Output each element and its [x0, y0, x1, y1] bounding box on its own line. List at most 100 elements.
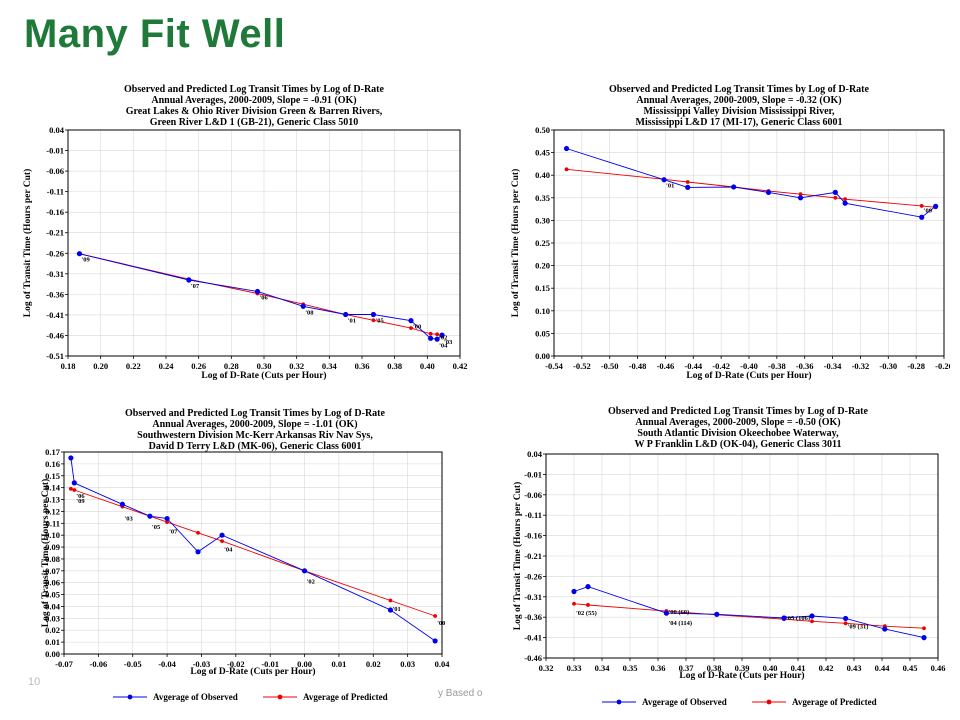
predicted-point	[833, 195, 838, 200]
predicted-point	[843, 197, 848, 202]
y-tick-label: 0.06	[45, 578, 60, 588]
observed-point	[432, 638, 438, 644]
x-tick-label: 0.28	[224, 361, 239, 371]
series-line-predicted	[566, 168, 936, 208]
x-tick-label: 0.40	[763, 663, 778, 673]
x-tick-label: -0.46	[657, 361, 675, 371]
chart-title-line: Observed and Predicted Log Transit Times…	[125, 408, 385, 419]
predicted-point	[586, 603, 590, 607]
legend-swatch-dot	[127, 694, 133, 700]
point-label: '02 (55)	[576, 610, 597, 617]
observed-point	[843, 615, 849, 622]
y-tick-label: -0.01	[46, 146, 64, 156]
slide-title: Many Fit Well	[24, 12, 286, 56]
y-tick-label: -0.16	[46, 207, 64, 217]
plot-frame	[63, 451, 443, 655]
observed-point	[921, 635, 927, 641]
x-axis-label: Log of D-Rate (Cuts per Hour)	[190, 666, 315, 677]
point-label: '00 (60)	[668, 609, 689, 616]
y-tick-label: -0.46	[46, 330, 64, 340]
chart-panel-1: Observed and Predicted Log Transit Times…	[20, 74, 468, 390]
y-tick-label: 0.04	[527, 449, 543, 459]
y-tick-label: 0.07	[45, 566, 61, 576]
point-label: '01	[348, 317, 356, 324]
x-tick-label: -0.26	[935, 361, 950, 371]
y-tick-label: -0.16	[524, 531, 542, 541]
x-tick-label: 0.20	[93, 361, 108, 371]
y-tick-label: -0.41	[524, 633, 542, 643]
predicted-point	[798, 192, 803, 197]
chart-title-line: David D Terry L&D (MK-06), Generic Class…	[149, 441, 362, 452]
y-tick-label: 0.40	[535, 170, 550, 180]
y-axis-label: Log of Transit Time (Hours per Cut)	[22, 169, 33, 318]
point-label: '03	[124, 516, 133, 523]
observed-point	[933, 203, 939, 209]
legend-swatch-dot	[277, 694, 283, 700]
x-tick-label: 0.37	[679, 663, 695, 673]
y-tick-label: -0.31	[524, 592, 542, 602]
x-tick-label: 0.01	[331, 659, 346, 669]
predicted-point	[843, 621, 848, 626]
y-tick-label: -0.36	[524, 612, 542, 622]
x-tick-label: 0.33	[567, 663, 582, 673]
y-tick-label: 0.20	[535, 261, 550, 271]
x-tick-label: 0.04	[435, 659, 451, 669]
point-label: '07	[169, 529, 178, 536]
legend-entry: Avgerage of Observed	[153, 692, 238, 702]
x-tick-label: -0.02	[227, 659, 245, 669]
x-tick-label: 0.35	[623, 663, 638, 673]
y-tick-label: 0.04	[49, 125, 65, 135]
x-tick-label: 0.46	[931, 663, 946, 673]
chart-title-line: Annual Averages, 2000-2009, Slope = -1.0…	[152, 419, 357, 430]
point-label: '05	[375, 317, 384, 324]
x-tick-label: 0.42	[819, 663, 834, 673]
y-tick-label: 0.02	[45, 625, 60, 635]
plot-frame	[553, 129, 945, 357]
predicted-point	[72, 488, 77, 492]
observed-point	[832, 189, 838, 195]
observed-point	[765, 189, 772, 195]
plot-frame	[67, 129, 461, 357]
x-tick-label: -0.03	[193, 659, 211, 669]
point-label: '01	[666, 183, 674, 190]
observed-point	[408, 318, 414, 324]
x-tick-label: -0.04	[158, 659, 176, 669]
x-axis-label: Log of D-Rate (Cuts per Hour)	[201, 370, 326, 381]
x-tick-label: 0.34	[322, 361, 338, 371]
chart-title-line: South Atlantic Division Okeechobee Water…	[637, 428, 839, 439]
y-tick-label: 0.16	[45, 459, 60, 469]
x-tick-label: -0.06	[90, 659, 108, 669]
observed-point	[842, 200, 848, 206]
point-label: '02	[439, 334, 447, 341]
observed-point	[685, 184, 691, 191]
observed-point	[119, 501, 126, 507]
predicted-point	[564, 167, 569, 172]
chart-title-line: Annual Averages, 2000-2009, Slope = -0.5…	[635, 417, 840, 428]
x-tick-label: -0.42	[712, 361, 730, 371]
x-tick-label: 0.39	[735, 663, 750, 673]
x-tick-label: 0.03	[400, 659, 415, 669]
predicted-point	[196, 530, 200, 535]
observed-point	[797, 195, 804, 201]
x-tick-label: -0.52	[573, 361, 591, 371]
chart-panel-4: Observed and Predicted Log Transit Times…	[510, 396, 946, 716]
chart-title-line: Green River L&D 1 (GB-21), Generic Class…	[150, 117, 359, 128]
predicted-point	[433, 614, 438, 618]
legend-swatch-dot	[616, 699, 622, 705]
chart-title-line: W P Franklin L&D (OK-04), Generic Class …	[634, 439, 841, 450]
observed-point	[781, 615, 787, 621]
chart-svg-4: Observed and Predicted Log Transit Times…	[512, 406, 946, 707]
chart-title-line: Observed and Predicted Log Transit Times…	[608, 406, 868, 417]
observed-point	[254, 288, 261, 295]
chart-title-line: Observed and Predicted Log Transit Times…	[609, 84, 869, 95]
x-tick-label: -0.32	[852, 361, 870, 371]
x-tick-label: 0.18	[61, 361, 76, 371]
point-label: '09 (31)	[848, 623, 869, 630]
predicted-point	[435, 332, 440, 337]
x-tick-label: 0.02	[366, 659, 381, 669]
point-label: '06	[76, 493, 85, 500]
predicted-point	[685, 180, 690, 184]
chart-panel-2: Observed and Predicted Log Transit Times…	[508, 74, 950, 390]
x-tick-label: -0.01	[261, 659, 279, 669]
y-tick-label: 0.45	[535, 148, 550, 158]
